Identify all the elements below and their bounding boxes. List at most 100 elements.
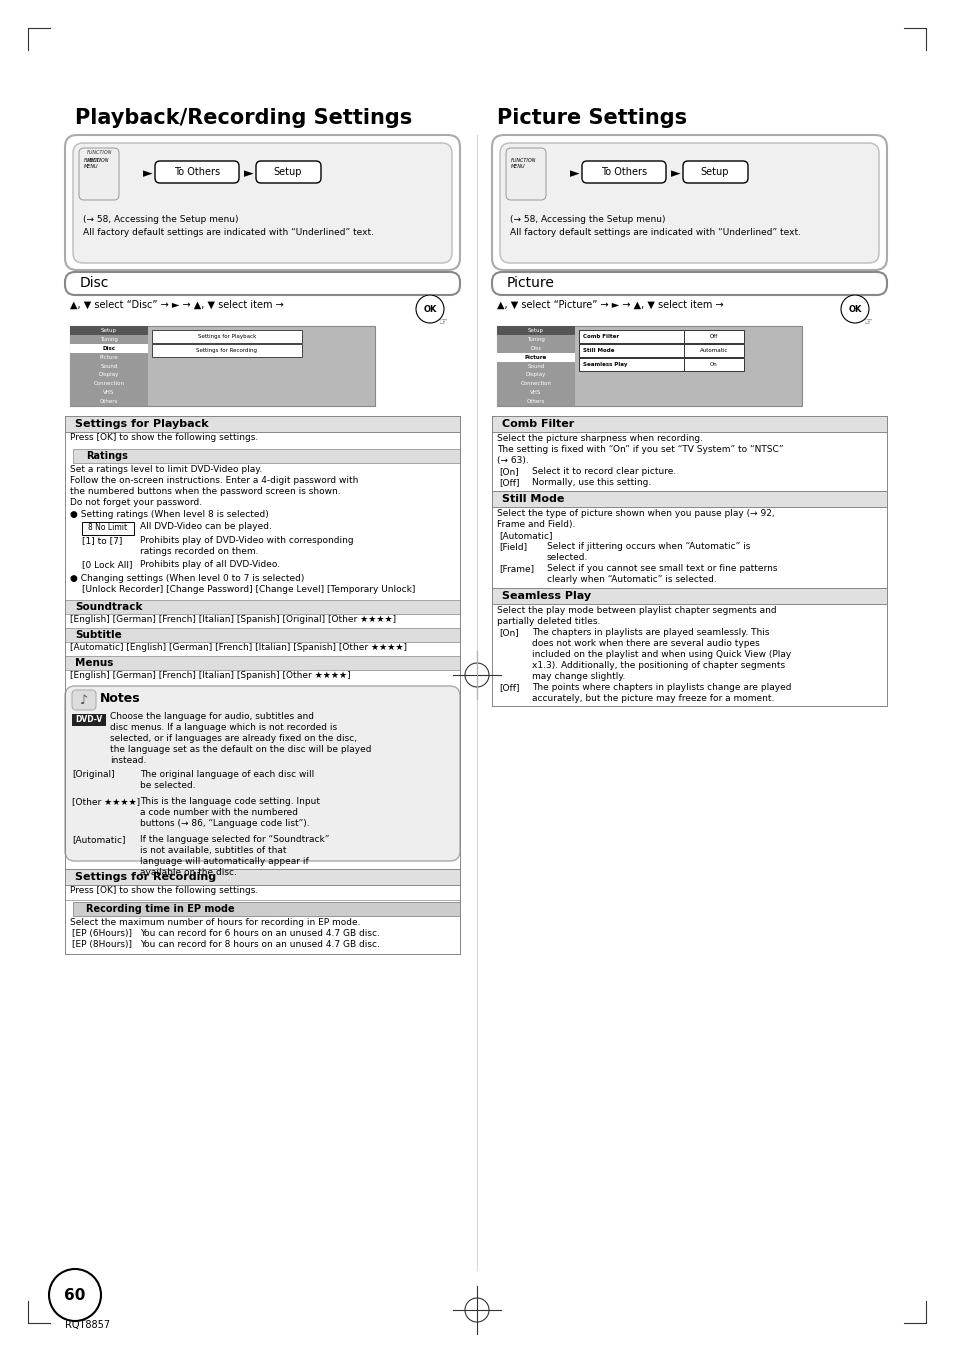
Text: [EP (6Hours)]: [EP (6Hours)] — [71, 929, 132, 938]
Text: Display: Display — [99, 373, 119, 377]
Text: ►: ► — [143, 168, 152, 180]
Bar — [497, 380, 575, 388]
Text: Picture: Picture — [524, 354, 547, 359]
Text: Do not forget your password.: Do not forget your password. — [70, 499, 202, 507]
Text: [English] [German] [French] [Italian] [Spanish] [Other ★★★★]: [English] [German] [French] [Italian] [S… — [70, 671, 351, 680]
Bar — [497, 353, 575, 362]
Text: Display: Display — [525, 373, 546, 377]
FancyBboxPatch shape — [492, 135, 886, 270]
Text: may change slightly.: may change slightly. — [532, 671, 625, 681]
Text: included on the playlist and when using Quick View (Play: included on the playlist and when using … — [532, 650, 790, 659]
Text: a code number with the numbered: a code number with the numbered — [140, 808, 297, 817]
Text: Select the maximum number of hours for recording in EP mode.: Select the maximum number of hours for r… — [70, 917, 360, 927]
Text: Picture: Picture — [99, 354, 118, 359]
Text: To Others: To Others — [173, 168, 220, 177]
Text: Sound: Sound — [527, 363, 544, 369]
Bar — [578, 358, 683, 372]
Bar — [492, 416, 886, 432]
Bar — [65, 628, 459, 642]
Text: ►: ► — [244, 168, 253, 180]
Text: [On]: [On] — [498, 628, 518, 638]
FancyBboxPatch shape — [73, 143, 452, 263]
Text: This is the language code setting. Input: This is the language code setting. Input — [140, 797, 319, 807]
Text: Press [OK] to show the following settings.: Press [OK] to show the following setting… — [70, 434, 258, 442]
Text: MENU: MENU — [87, 158, 102, 163]
FancyBboxPatch shape — [65, 135, 459, 270]
Text: The points where chapters in playlists change are played: The points where chapters in playlists c… — [532, 684, 791, 692]
Text: Normally, use this setting.: Normally, use this setting. — [532, 478, 651, 486]
Circle shape — [841, 295, 868, 323]
Bar — [497, 335, 575, 343]
Text: Settings for Recording: Settings for Recording — [75, 871, 216, 882]
Text: clearly when “Automatic” is selected.: clearly when “Automatic” is selected. — [546, 576, 716, 584]
Bar — [73, 449, 459, 463]
Bar — [152, 330, 302, 343]
Bar — [683, 330, 743, 343]
Text: x1.3). Additionally, the positioning of chapter segments: x1.3). Additionally, the positioning of … — [532, 661, 784, 670]
Text: Prohibits play of DVD-Video with corresponding: Prohibits play of DVD-Video with corresp… — [140, 536, 354, 544]
FancyBboxPatch shape — [505, 149, 545, 200]
Text: Connection: Connection — [520, 381, 551, 386]
Bar — [70, 370, 148, 380]
Text: available on the disc.: available on the disc. — [140, 867, 236, 877]
Text: Settings for Playback: Settings for Playback — [197, 334, 256, 339]
Text: selected, or if languages are already fixed on the disc,: selected, or if languages are already fi… — [110, 734, 356, 743]
Bar — [70, 335, 148, 343]
Text: Set a ratings level to limit DVD-Video play.: Set a ratings level to limit DVD-Video p… — [70, 465, 262, 474]
FancyBboxPatch shape — [499, 143, 878, 263]
Text: The chapters in playlists are played seamlessly. This: The chapters in playlists are played sea… — [532, 628, 769, 638]
Text: partially deleted titles.: partially deleted titles. — [497, 617, 599, 626]
Bar — [497, 343, 575, 353]
Text: Tuning: Tuning — [526, 336, 544, 342]
FancyBboxPatch shape — [682, 161, 747, 182]
FancyBboxPatch shape — [79, 149, 119, 200]
Text: 8 No Limit: 8 No Limit — [89, 523, 128, 532]
Text: Select if you cannot see small text or fine patterns: Select if you cannot see small text or f… — [546, 563, 777, 573]
Text: All factory default settings are indicated with “Underlined” text.: All factory default settings are indicat… — [510, 228, 801, 236]
Text: Prohibits play of all DVD-Video.: Prohibits play of all DVD-Video. — [140, 561, 280, 569]
Text: (→ 58, Accessing the Setup menu): (→ 58, Accessing the Setup menu) — [83, 215, 238, 224]
Text: the language set as the default on the disc will be played: the language set as the default on the d… — [110, 744, 371, 754]
Text: ☞: ☞ — [437, 317, 446, 327]
Text: All factory default settings are indicated with “Underlined” text.: All factory default settings are indicat… — [83, 228, 374, 236]
Bar — [497, 370, 575, 380]
Text: Select it to record clear picture.: Select it to record clear picture. — [532, 467, 676, 476]
Text: Press [OK] to show the following settings.: Press [OK] to show the following setting… — [70, 886, 258, 894]
Text: OK: OK — [847, 304, 861, 313]
Text: (→ 58, Accessing the Setup menu): (→ 58, Accessing the Setup menu) — [510, 215, 665, 224]
Text: FUNCTION
MENU: FUNCTION MENU — [84, 158, 110, 169]
Text: [Automatic]: [Automatic] — [498, 531, 552, 540]
Text: ☞: ☞ — [862, 317, 871, 327]
Bar — [70, 343, 148, 353]
Text: Recording time in EP mode: Recording time in EP mode — [86, 904, 234, 915]
Text: Settings for Recording: Settings for Recording — [196, 349, 257, 353]
Bar — [492, 416, 886, 707]
Text: [English] [German] [French] [Italian] [Spanish] [Original] [Other ★★★★]: [English] [German] [French] [Italian] [S… — [70, 615, 395, 624]
Text: Disc: Disc — [80, 276, 110, 290]
Text: Picture Settings: Picture Settings — [497, 108, 686, 128]
FancyBboxPatch shape — [154, 161, 239, 182]
Text: instead.: instead. — [110, 757, 146, 765]
Text: VHS: VHS — [530, 390, 541, 394]
Bar — [497, 362, 575, 370]
Text: Follow the on-screen instructions. Enter a 4-digit password with: Follow the on-screen instructions. Enter… — [70, 476, 358, 485]
Text: [Automatic] [English] [German] [French] [Italian] [Spanish] [Other ★★★★]: [Automatic] [English] [German] [French] … — [70, 643, 407, 653]
Text: Setup: Setup — [101, 328, 117, 332]
Bar — [683, 358, 743, 372]
Bar — [578, 345, 683, 357]
Text: Select the picture sharpness when recording.: Select the picture sharpness when record… — [497, 434, 702, 443]
Text: [Off]: [Off] — [498, 684, 519, 692]
Text: Seamless Play: Seamless Play — [582, 362, 627, 367]
Text: ratings recorded on them.: ratings recorded on them. — [140, 547, 258, 557]
Text: Tuning: Tuning — [100, 336, 118, 342]
Bar — [497, 397, 575, 407]
Bar — [65, 900, 459, 954]
Text: Others: Others — [100, 399, 118, 404]
FancyBboxPatch shape — [581, 161, 665, 182]
Text: ▲, ▼ select “Picture” → ► → ▲, ▼ select item →: ▲, ▼ select “Picture” → ► → ▲, ▼ select … — [497, 300, 723, 309]
Bar — [65, 416, 459, 432]
Text: Frame and Field).: Frame and Field). — [497, 520, 575, 530]
Text: Sound: Sound — [100, 363, 117, 369]
Text: Menus: Menus — [75, 658, 113, 667]
FancyBboxPatch shape — [65, 272, 459, 295]
